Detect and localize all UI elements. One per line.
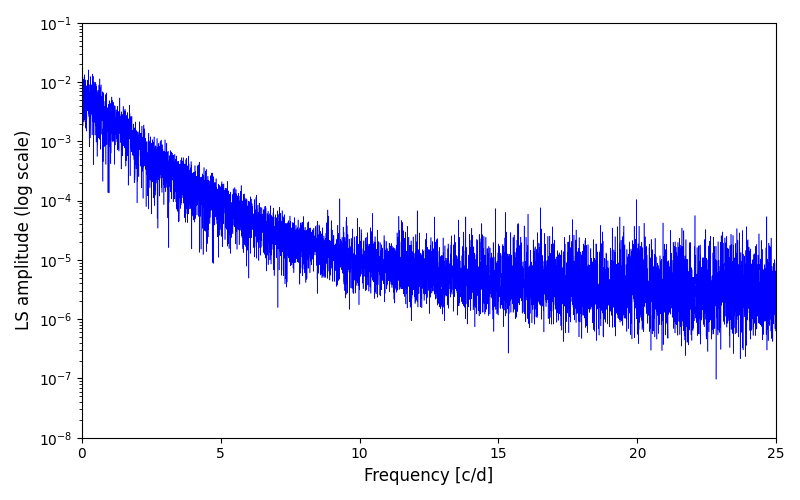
X-axis label: Frequency [c/d]: Frequency [c/d] xyxy=(364,467,494,485)
Y-axis label: LS amplitude (log scale): LS amplitude (log scale) xyxy=(15,130,33,330)
